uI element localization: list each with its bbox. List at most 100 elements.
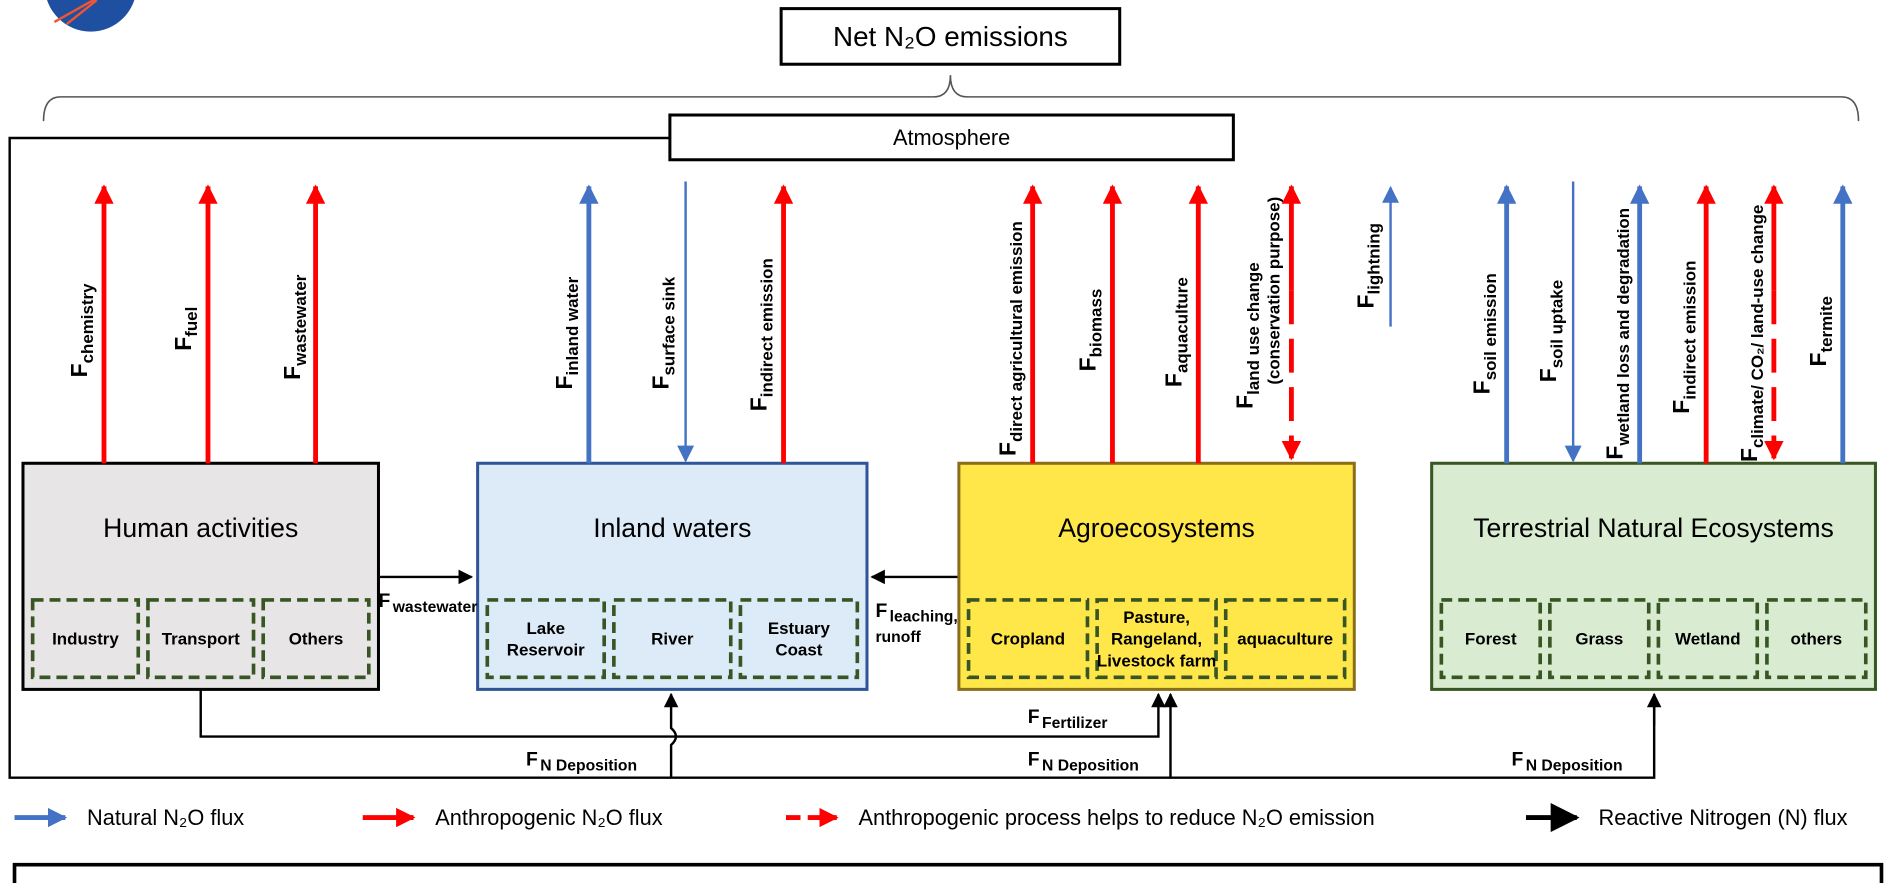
flux-symbol: F [1160,373,1186,387]
flux-label: Fsoil uptake [1535,280,1566,382]
sub-box-label: Estuary [768,619,831,638]
sub-box [1656,598,1760,680]
sub-box [30,598,141,680]
flux-label: Ftermite [1805,296,1836,366]
box [21,461,380,691]
sub-box-label: Industry [52,630,119,649]
flux-subscript: soil emission [1481,273,1500,380]
sub-box [612,598,733,680]
sub-box-label: Forest [1465,630,1517,649]
flux-label: Findirect emission [746,258,777,411]
flux-subscript: fuel [182,307,201,337]
sub-box-label: Others [289,630,343,649]
flux-symbol: F [995,442,1021,456]
flux-symbol: F [1469,380,1495,394]
flux-symbol: F [66,363,92,377]
flux-symbol: F [1535,368,1561,382]
box-label: Human activities [103,513,298,543]
flux-symbol: F [1805,352,1831,366]
sub-box [485,598,607,680]
flux-symbol: F [746,397,772,411]
brace [42,75,1860,122]
flux-symbol: F [1028,706,1040,728]
flux-subscript: biomass [1087,289,1106,358]
box-label: Agroecosystems [1058,513,1255,543]
flux-symbol: F [1736,448,1762,462]
flux-subscript: inland water [563,276,582,375]
legend-label: Natural N₂O flux [87,805,244,830]
sub-box-label: River [651,630,694,649]
sub-box-label: Grass [1575,630,1623,649]
flux-subscript: wetland loss and degradation [1614,208,1633,447]
flux-label: Fwastewater [279,274,310,380]
flux-subscript: wastewater [392,599,478,616]
flux-label: Fchemistry [66,283,97,378]
flux-subscript: land use change [1244,262,1263,394]
flux-symbol: F [1028,749,1040,771]
legend-label: Anthropogenic N₂O flux [435,805,662,830]
flux-symbol: F [1602,446,1628,460]
flux-subscript: aquaculture [1172,277,1191,373]
box [1430,461,1877,691]
logo-mark [53,0,98,26]
legend-label: Reactive Nitrogen (N) flux [1599,805,1848,830]
atmosphere-box [668,113,1235,162]
flux-subscript: surface sink [660,276,679,375]
flux-subscript: N Deposition [1526,757,1623,774]
flux-label: Fdirect agricultural emission [995,221,1026,456]
sub-box-label: Livestock farm [1097,651,1216,670]
flux-subscript: chemistry [78,283,97,363]
flux-subscript: N Deposition [1042,757,1139,774]
sub-box-label: Pasture, [1123,608,1190,627]
fertilizer-line [199,689,1166,738]
legend-label: Anthropogenic process helps to reduce N₂… [859,805,1375,830]
atmosphere-label: Atmosphere [893,125,1010,150]
deposition-arrow [663,692,679,778]
sub-box-label: aquaculture [1237,630,1333,649]
flux-subscript: lightning [1365,223,1384,294]
sub-box [261,598,371,680]
sub-box-label: Coast [775,641,822,660]
sub-box-label: Transport [162,630,240,649]
flux-label: Fsoil emission [1469,273,1500,394]
flux-subscript: direct agricultural emission [1007,221,1026,442]
sub-box-label: Reservoir [507,641,585,660]
flux-symbol: F [170,337,196,351]
flux-subscript: climate/ CO₂/ land-use change [1748,205,1767,448]
flux-symbol: F [648,375,674,389]
title-box [779,7,1122,66]
box [476,461,869,691]
flux-subscript: N Deposition [540,757,637,774]
box-label: Inland waters [593,513,751,543]
flux-symbol: F [279,366,305,380]
flux-symbol: F [526,749,538,771]
flux-label: Ffuel [170,307,201,351]
flux-symbol: F [1668,400,1694,414]
flux-label: Fwetland loss and degradation [1602,208,1633,460]
sub-box [1223,598,1347,680]
flux-label: Findirect emission [1668,261,1699,414]
flux-label: Fland use change (conservation purpose) [1232,197,1284,409]
sub-box [738,598,860,680]
title: Net N₂O emissions [833,21,1068,52]
sub-box [146,598,256,680]
bottom-box [12,862,1884,883]
sub-box-label: Wetland [1675,630,1740,649]
sub-box [1095,598,1218,680]
flux-subscript: (conservation purpose) [1264,197,1283,385]
sub-box-label: Lake [526,619,565,638]
sub-box-label: Cropland [991,630,1065,649]
flux-subscript: soil uptake [1547,280,1566,368]
sub-box [1765,598,1868,680]
flux-symbol: F [1511,749,1523,771]
sub-box [1439,598,1543,680]
sub-box-label: others [1791,630,1843,649]
flux-label: Fclimate/ CO₂/ land-use change [1736,205,1767,462]
sub-box [1548,598,1651,680]
flux-subscript: wastewater [291,274,310,367]
